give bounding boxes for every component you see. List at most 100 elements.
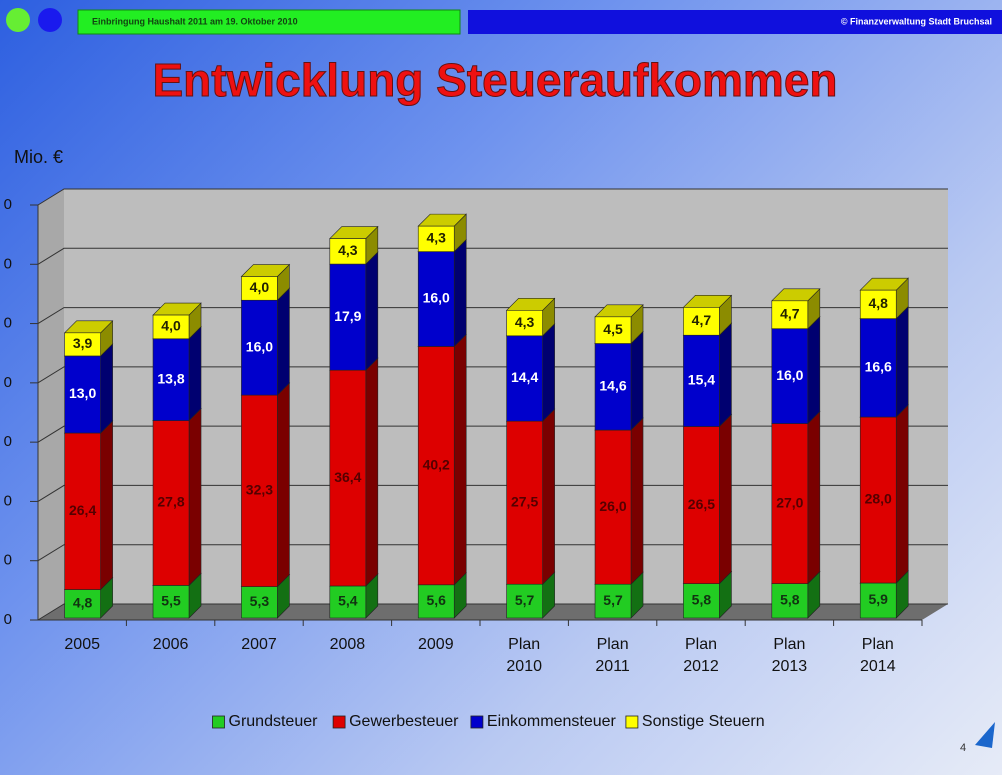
bar-side [630,330,644,431]
data-label: 5,9 [868,591,888,607]
data-label: 4,7 [780,305,800,321]
bar-front [241,299,278,396]
y-tick-label: 0 [4,611,12,628]
bar-front [329,238,367,265]
data-label: 5,7 [515,592,535,608]
data-label: 4,3 [515,314,535,330]
bar-segment [505,297,556,337]
bar-front [506,583,543,619]
data-label: 4,3 [426,230,446,246]
legend-swatch [470,715,484,729]
y-tick-label: 0 [4,196,12,213]
legend-label: Einkommensteuer [487,713,617,730]
header-right-bar [468,10,1002,34]
data-label: 4,0 [250,279,270,295]
grid-line [37,247,948,265]
bar-front [241,276,278,301]
header-copyright: © Finanzverwaltung Stadt Bruchsal [841,16,992,26]
data-label: 17,9 [334,308,361,324]
bar-side [542,408,555,585]
bar-front [64,589,101,619]
bar-side [453,238,467,348]
data-label: 5,8 [780,592,800,608]
bar-segment [63,420,114,591]
data-label: 32,3 [246,482,273,498]
bar-front [771,300,809,329]
bar-front [506,420,543,585]
bar-side [100,420,113,591]
bar-front [771,328,809,424]
legend-label: Sonstige Steuern [642,713,765,730]
bar-side [453,333,467,586]
data-label: 26,0 [599,498,626,514]
bar-side [188,407,202,587]
data-label: 4,0 [161,318,181,334]
grid-line [37,544,948,562]
data-label: 14,4 [511,369,538,385]
bar-side [719,413,732,585]
dot-green [6,8,30,32]
bar-segment [594,304,644,345]
bar-front [152,585,190,619]
data-label: 16,0 [423,290,450,306]
bar-front [594,429,632,585]
data-label: 5,8 [692,592,712,608]
grid-line [37,188,948,206]
data-label: 4,7 [692,312,712,328]
bar-front [859,318,897,418]
bar-side [365,357,379,587]
bar-segment [240,263,291,301]
bar-segment [859,277,909,320]
data-label: 14,6 [599,377,626,393]
bar-front [329,369,367,587]
legend-label: Grundsteuer [229,713,319,730]
data-label: 4,5 [603,321,623,337]
x-tick-label: 2006 [152,636,189,653]
data-label: 5,3 [250,593,270,609]
bar-front [506,310,543,337]
side-wall [38,189,64,620]
x-tick-label: 2005 [64,636,100,653]
data-label: 5,7 [603,592,623,608]
bar-front [859,582,897,619]
bar-side [630,417,644,585]
bar-side [807,410,821,585]
data-label: 40,2 [423,456,450,472]
bar-side [895,305,909,418]
bar-front [683,307,720,336]
bar-side [277,287,290,396]
data-label: 27,5 [511,493,538,509]
bar-front [152,420,190,586]
y-tick-label: 0 [4,315,12,332]
bar-front [64,355,101,434]
bar-front [683,583,720,619]
data-label: 13,8 [157,370,184,386]
x-tick-label: 2009 [418,636,454,653]
bar-segment [329,225,379,265]
y-tick-label: 0 [4,433,12,450]
data-label: 5,4 [338,593,358,609]
grid-line [37,425,948,443]
bar-segment [682,294,733,336]
data-label: 26,5 [688,496,715,512]
data-label: 4,3 [338,242,358,258]
x-tick-label: 2008 [329,636,366,653]
bar-front [859,416,897,584]
bar-side [365,251,379,371]
bar-front [417,584,455,619]
data-label: 4,8 [868,295,888,311]
bar-front [683,426,720,584]
page-number: 4 [960,742,966,754]
bar-front [771,583,809,619]
data-label: 13,0 [69,385,96,401]
grid-line [37,603,948,621]
bar-front [594,316,632,344]
data-label: 16,0 [776,367,803,383]
bar-front [152,314,190,340]
bar-front [64,332,101,357]
data-label: 16,6 [865,359,892,375]
bar-side [895,404,909,584]
legend: Grundsteuer Gewerbesteuer Einkommensteuer S… [212,713,765,730]
x-tick-label: Plan 2010 [506,636,542,675]
